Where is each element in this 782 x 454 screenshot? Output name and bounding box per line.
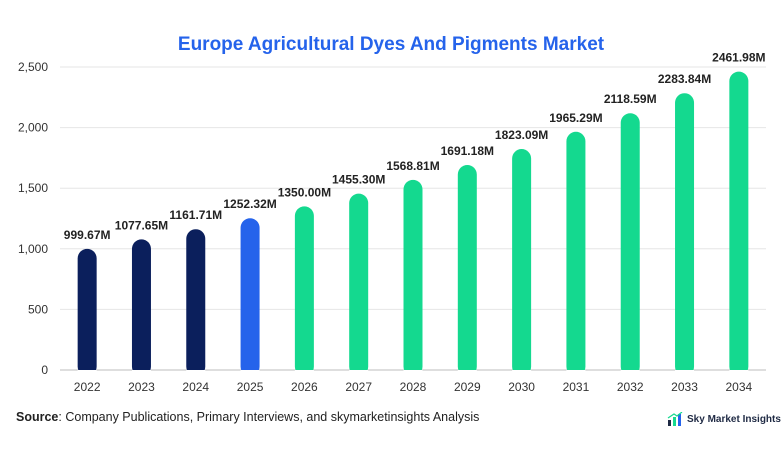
data-label: 1823.09M: [495, 128, 548, 142]
y-tick-label: 2,000: [18, 121, 48, 135]
y-tick-label: 1,000: [18, 242, 48, 256]
x-tick-label: 2024: [182, 380, 209, 394]
bar: [403, 179, 423, 376]
bar-base-mask: [131, 370, 151, 378]
bar-base-mask: [240, 370, 260, 378]
bar: [566, 131, 586, 376]
data-label: 1965.29M: [549, 111, 602, 125]
bar: [240, 218, 260, 376]
data-label: 999.67M: [64, 228, 111, 242]
x-tick-label: 2029: [454, 380, 481, 394]
bar-base-mask: [620, 370, 640, 378]
data-label: 2283.84M: [658, 72, 711, 86]
bar: [512, 149, 532, 376]
bar: [294, 206, 314, 376]
bars: [77, 71, 749, 378]
source-text: : Company Publications, Primary Intervie…: [58, 410, 480, 424]
x-tick-label: 2030: [508, 380, 535, 394]
data-label: 2118.59M: [604, 92, 657, 106]
x-tick-label: 2034: [725, 380, 752, 394]
x-axis-ticks: 2022 2023 2024 2025 2026 2027 2028 2029 2030 2031…: [74, 380, 753, 394]
x-tick-label: 2023: [128, 380, 155, 394]
data-label: 2461.98M: [712, 51, 765, 65]
bar-base-mask: [77, 370, 97, 378]
bar: [620, 113, 640, 376]
data-label: 1161.71M: [169, 208, 222, 222]
x-tick-label: 2032: [617, 380, 644, 394]
data-label: 1252.32M: [223, 197, 276, 211]
bar: [675, 93, 695, 376]
x-tick-label: 2028: [400, 380, 427, 394]
y-tick-label: 1,500: [18, 181, 48, 195]
y-axis-ticks: 0 500 1,000 1,500 2,000 2,500: [18, 60, 48, 377]
bar-base-mask: [457, 370, 477, 378]
data-label: 1077.65M: [115, 218, 168, 232]
data-label: 1568.81M: [386, 159, 439, 173]
data-label: 1691.18M: [441, 144, 494, 158]
bar-base-mask: [512, 370, 532, 378]
x-tick-label: 2025: [237, 380, 264, 394]
x-tick-label: 2026: [291, 380, 318, 394]
bar-base-mask: [294, 370, 314, 378]
x-tick-label: 2022: [74, 380, 101, 394]
x-tick-label: 2033: [671, 380, 698, 394]
bar: [349, 193, 369, 376]
y-tick-label: 2,500: [18, 60, 48, 74]
bar-base-mask: [186, 370, 206, 378]
y-tick-label: 500: [28, 302, 48, 316]
bar: [77, 248, 97, 376]
y-tick-label: 0: [41, 363, 48, 377]
bar-base-mask: [566, 370, 586, 378]
bar-chart-arrow-icon: [667, 412, 683, 426]
data-label: 1455.30M: [332, 173, 385, 187]
bar: [186, 229, 206, 376]
bar-base-mask: [729, 370, 749, 378]
bar-base-mask: [403, 370, 423, 378]
data-labels: 999.67M1077.65M1161.71M1252.32M1350.00M1…: [64, 51, 766, 242]
source-note: Source: Company Publications, Primary In…: [16, 410, 479, 424]
source-label: Source: [16, 410, 59, 424]
bar: [457, 165, 477, 376]
brand-name: Sky Market Insights: [687, 413, 781, 425]
bar-base-mask: [675, 370, 695, 378]
data-label: 1350.00M: [278, 185, 331, 199]
bar: [729, 71, 749, 376]
x-tick-label: 2027: [345, 380, 372, 394]
bar: [131, 239, 151, 376]
bar-base-mask: [349, 370, 369, 378]
chart-title: Europe Agricultural Dyes And Pigments Ma…: [177, 34, 605, 55]
brand-logo: Sky Market Insights: [667, 412, 781, 426]
x-tick-label: 2031: [563, 380, 590, 394]
